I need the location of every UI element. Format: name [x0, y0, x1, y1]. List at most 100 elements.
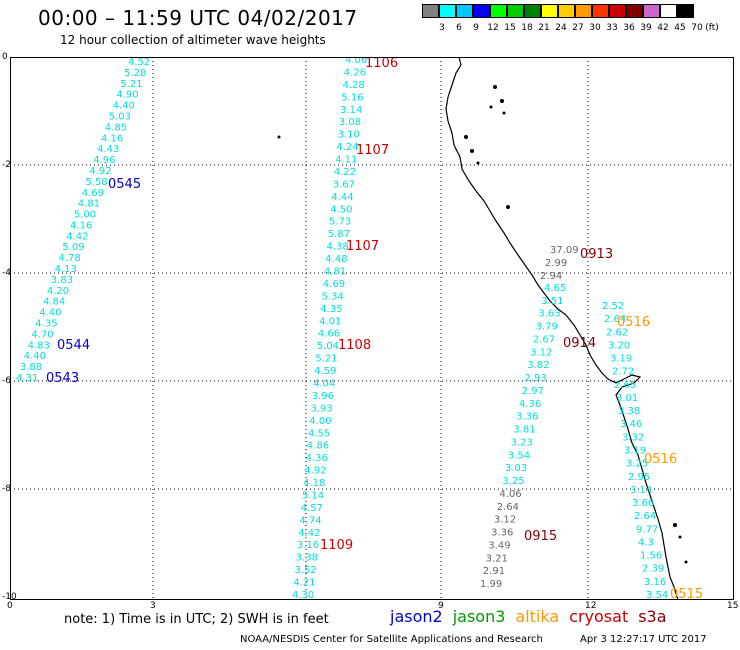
- map-canvas: 4.064.264.285.163.143.083.104.244.114.22…: [10, 57, 734, 600]
- pass-label: 0516: [617, 315, 650, 330]
- wave-height-value: 5.04: [317, 341, 339, 352]
- wave-height-value: 3.14: [630, 485, 652, 496]
- wave-height-value: 4.65: [544, 283, 566, 294]
- wave-height-value: 4.3: [638, 538, 654, 549]
- wave-height-value: 3.36: [491, 528, 513, 539]
- wave-height-value: 3.63: [538, 309, 560, 320]
- pass-label: 0516: [644, 452, 677, 467]
- wave-height-value: 4.35: [320, 304, 342, 315]
- wave-height-value: 2.97: [522, 386, 544, 397]
- wave-height-map[interactable]: 4.06 4.26 4.28 5.16 3.14 3.08 3.10 4.24 4.11 4.22…: [10, 57, 734, 600]
- wave-height-value: 4.85: [105, 122, 127, 133]
- color-swatch: [677, 4, 694, 18]
- y-tick-label: -2: [2, 160, 11, 170]
- color-swatch: [422, 4, 439, 18]
- x-tick-label: 12: [585, 601, 597, 611]
- color-scale-label: 33: [606, 23, 618, 33]
- color-scale-label: 15: [504, 23, 516, 33]
- generated-timestamp: Apr 3 12:27:17 UTC 2017: [580, 634, 707, 645]
- wave-height-value: 5.16: [341, 92, 363, 103]
- y-tick-label: 0: [2, 52, 8, 62]
- wave-height-value: 2.62: [606, 327, 628, 338]
- color-swatch: [507, 4, 524, 18]
- wave-height-value: 3.96: [312, 391, 334, 402]
- color-scale-label: 3: [439, 23, 445, 33]
- wave-height-value: 5.00: [74, 210, 96, 221]
- wave-height-value: 4.11: [335, 155, 357, 166]
- color-swatch: [660, 4, 677, 18]
- wave-height-value: 4.28: [343, 80, 365, 91]
- x-tick-label: 0: [7, 601, 13, 611]
- color-scale-label: 70: [691, 23, 703, 33]
- wave-height-value: 4.35: [35, 319, 57, 330]
- color-scale-label: 42: [657, 23, 669, 33]
- coastline: [445, 57, 679, 600]
- wave-height-value: 4.55: [308, 428, 330, 439]
- wave-height-value: 3.79: [536, 322, 558, 333]
- islands: [277, 85, 688, 564]
- wave-height-value: 4.96: [93, 155, 115, 166]
- wave-height-value: 4.57: [301, 503, 323, 514]
- wave-height-value: 3.03: [505, 463, 527, 474]
- wave-height-value: 5.14: [302, 491, 324, 502]
- wave-height-value: 4.04: [313, 379, 335, 390]
- legend-jason2: jason2: [390, 607, 443, 626]
- x-tick-label: 3: [150, 601, 156, 611]
- legend-altika: altika: [515, 607, 560, 626]
- color-swatch: [592, 4, 609, 18]
- wave-height-value: 5.58: [86, 177, 108, 188]
- wave-height-value: 4.44: [331, 192, 353, 203]
- pass-label: 0914: [563, 336, 596, 351]
- wave-height-value: 3.38: [296, 553, 318, 564]
- y-tick-label: -10: [2, 592, 17, 602]
- color-swatch: [558, 4, 575, 18]
- wave-height-value: 4.13: [55, 264, 77, 275]
- wave-height-value: 3.66: [632, 498, 654, 509]
- units-note: note: 1) Time is in UTC; 2) SWH is in fe…: [64, 612, 329, 627]
- wave-height-value: 5.28: [124, 68, 146, 79]
- wave-height-value: 4.81: [78, 199, 100, 210]
- wave-height-value: 2.99: [545, 258, 567, 269]
- wave-height-value: 3.21: [486, 553, 508, 564]
- wave-height-value: 3.82: [527, 360, 549, 371]
- wave-height-value: 4.78: [59, 253, 81, 264]
- wave-height-value: 4.92: [89, 166, 111, 177]
- color-scale-label: 9: [473, 23, 479, 33]
- wave-height-value: 4.38: [327, 242, 349, 253]
- wave-height-value: 3.81: [513, 425, 535, 436]
- pass-label: 0543: [46, 371, 79, 386]
- wave-height-value: 4.36: [519, 399, 541, 410]
- wave-height-value: 4.86: [307, 441, 329, 452]
- x-tick-label: 15: [727, 601, 739, 611]
- color-scale-label: 18: [521, 23, 533, 33]
- wave-height-value: 3.16: [297, 540, 319, 551]
- pass-label: 0915: [524, 529, 557, 544]
- color-scale-label: 36: [623, 23, 635, 33]
- wave-height-value: 3.52: [295, 565, 317, 576]
- wave-height-value: 4.30: [292, 590, 314, 600]
- wave-height-value: 3.25: [626, 459, 648, 470]
- y-tick-label: -6: [2, 376, 11, 386]
- wave-height-value: 3.10: [338, 130, 360, 141]
- wave-height-value: 4.92: [304, 466, 326, 477]
- wave-height-value: 3.54: [508, 450, 530, 461]
- wave-height-value: 4.16: [101, 133, 123, 144]
- wave-height-value: 3.14: [340, 105, 362, 116]
- wave-height-value: 2.67: [533, 335, 555, 346]
- wave-height-value: 4.22: [334, 167, 356, 178]
- wave-height-value: 4.16: [70, 220, 92, 231]
- wave-height-value: 4.24: [336, 142, 358, 153]
- wave-height-value: 3.23: [511, 437, 533, 448]
- wave-height-value: 4.36: [306, 453, 328, 464]
- wave-height-value: 5.87: [328, 229, 350, 240]
- pass-label: 1109: [320, 538, 353, 553]
- wave-height-value: 3.51: [541, 296, 563, 307]
- wave-height-value: 2.52: [602, 301, 624, 312]
- color-swatch: [473, 4, 490, 18]
- wave-height-value: 4.66: [318, 329, 340, 340]
- wave-height-value: 4.40: [24, 351, 46, 362]
- color-swatch: [541, 4, 558, 18]
- legend-s3a: s3a: [638, 607, 667, 626]
- pass-label: 1108: [338, 338, 371, 353]
- wave-height-value: 2.64: [497, 502, 519, 513]
